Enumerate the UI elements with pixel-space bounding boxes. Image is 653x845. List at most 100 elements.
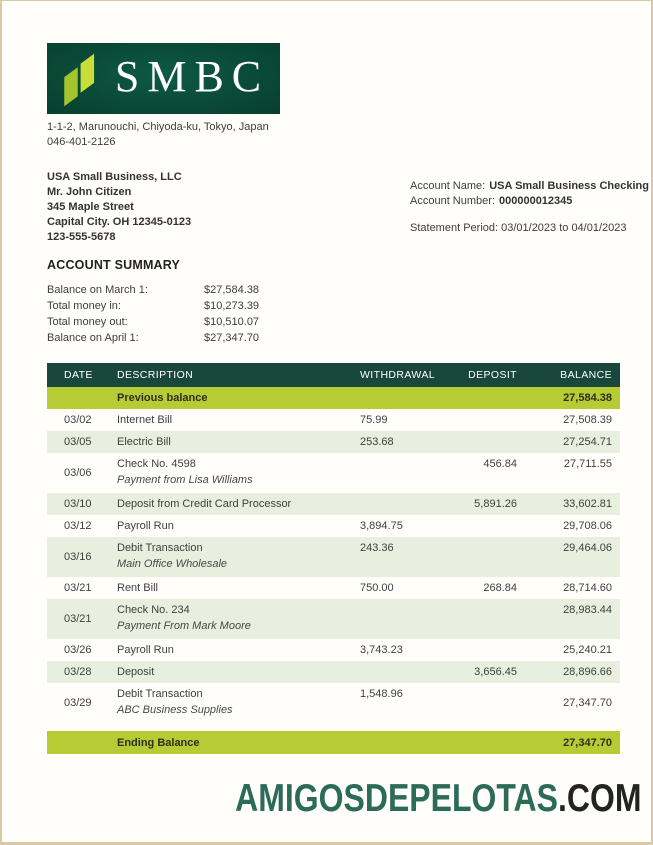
customer-company: USA Small Business, LLC — [47, 171, 182, 183]
cell-deposit — [437, 431, 517, 453]
cell-date: 03/10 — [64, 498, 92, 510]
table-row: 03/26 Payroll Run 3,743.23 25,240.21 — [47, 639, 620, 661]
cell-date: 03/26 — [64, 644, 92, 656]
bank-logo: SMBC — [47, 43, 280, 114]
cell-date: 03/12 — [64, 520, 92, 532]
cell-balance: 27,508.39 — [563, 414, 612, 426]
description-line1: Payroll Run — [117, 644, 174, 656]
summary-row: Total money in: $10,273.39 — [47, 298, 347, 314]
account-name-value: USA Small Business Checking — [489, 180, 649, 192]
description-line1: Debit Transaction — [117, 688, 203, 700]
cell-date: 03/05 — [64, 436, 92, 448]
cell-deposit — [437, 409, 517, 431]
summary-value: $27,347.70 — [204, 332, 260, 344]
description-line1: Payroll Run — [117, 520, 174, 532]
customer-name: Mr. John Citizen — [47, 186, 132, 198]
summary-row: Balance on April 1: $27,347.70 — [47, 330, 347, 346]
header-balance: BALANCE — [560, 369, 612, 381]
cell-withdrawal — [347, 453, 437, 493]
cell-description: Payroll Run — [107, 639, 347, 661]
cell-withdrawal: 243.36 — [360, 542, 394, 554]
table-row: 03/16 Debit Transaction Main Office Wholes… — [47, 537, 620, 577]
description-line1: Electric Bill — [117, 436, 171, 448]
cell-withdrawal: 1,548.96 — [360, 688, 403, 700]
cell-deposit: 456.84 — [483, 458, 517, 470]
cell-date: 03/16 — [64, 551, 92, 563]
cell-deposit: 3,656.45 — [474, 666, 517, 678]
previous-balance-label: Previous balance — [117, 392, 208, 404]
smbc-rising-mark-icon — [64, 53, 95, 107]
account-name-row: Account Name: USA Small Business Checking — [410, 179, 649, 194]
table-row: 03/10 Deposit from Credit Card Processor 5… — [47, 493, 620, 515]
cell-description: Check No. 234 Payment From Mark Moore — [107, 599, 347, 639]
bank-address-line: 1-1-2, Marunouchi, Chiyoda-ku, Tokyo, Ja… — [47, 121, 269, 133]
cell-withdrawal: 3,894.75 — [360, 520, 403, 532]
cell-description: Deposit — [107, 661, 347, 683]
cell-balance: 27,254.71 — [563, 436, 612, 448]
summary-label: Balance on March 1: — [47, 284, 148, 296]
bank-phone: 046-401-2126 — [47, 136, 116, 148]
ending-balance-row: Ending Balance 27,347.70 — [47, 731, 620, 754]
table-row: 03/28 Deposit 3,656.45 28,896.66 — [47, 661, 620, 683]
account-summary-table: Balance on March 1: $27,584.38 Total mon… — [47, 282, 347, 346]
cell-balance: 27,347.70 — [563, 697, 612, 709]
account-info-block: Account Name: USA Small Business Checking… — [410, 179, 649, 236]
cell-deposit — [437, 515, 517, 537]
cell-description: Check No. 4598 Payment from Lisa Williams — [107, 453, 347, 493]
cell-date: 03/21 — [64, 582, 92, 594]
summary-label: Total money out: — [47, 316, 128, 328]
cell-balance: 29,708.06 — [563, 520, 612, 532]
cell-description: Electric Bill — [107, 431, 347, 453]
cell-balance: 28,983.44 — [563, 604, 612, 616]
header-date: DATE — [64, 369, 93, 381]
account-number-value: 000000012345 — [498, 195, 573, 207]
cell-balance: 27,711.55 — [563, 458, 612, 470]
table-row: 03/21 Check No. 234 Payment From Mark Moor… — [47, 599, 620, 639]
description-line1: Check No. 4598 — [117, 458, 196, 470]
cell-date: 03/02 — [64, 414, 92, 426]
cell-withdrawal: 750.00 — [360, 582, 394, 594]
description-line1: Debit Transaction — [117, 542, 203, 554]
cell-deposit — [437, 639, 517, 661]
customer-phone: 123-555-5678 — [47, 231, 116, 243]
customer-street: 345 Maple Street — [47, 201, 134, 213]
table-row: 03/12 Payroll Run 3,894.75 29,708.06 — [47, 515, 620, 537]
cell-balance: 28,714.60 — [563, 582, 612, 594]
cell-balance: 25,240.21 — [563, 644, 612, 656]
account-summary-title: ACCOUNT SUMMARY — [47, 258, 181, 272]
summary-row: Total money out: $10,510.07 — [47, 314, 347, 330]
description-line2: ABC Business Supplies — [117, 704, 233, 716]
cell-date: 03/21 — [64, 613, 92, 625]
account-number-row: Account Number: 000000012345 — [410, 194, 649, 209]
description-line2: Main Office Wholesale — [117, 558, 228, 570]
customer-address-block: USA Small Business, LLC Mr. John Citizen… — [47, 170, 191, 245]
cell-description: Payroll Run — [107, 515, 347, 537]
cell-deposit: 268.84 — [483, 582, 517, 594]
description-line1: Deposit — [117, 666, 155, 678]
cell-deposit — [437, 537, 517, 577]
cell-withdrawal: 3,743.23 — [360, 644, 403, 656]
bank-address-block: 1-1-2, Marunouchi, Chiyoda-ku, Tokyo, Ja… — [47, 120, 269, 150]
cell-description: Internet Bill — [107, 409, 347, 431]
cell-withdrawal — [347, 493, 437, 515]
cell-description: Deposit from Credit Card Processor — [107, 493, 347, 515]
ending-balance-label: Ending Balance — [117, 736, 200, 749]
transaction-rows: 03/02 Internet Bill 75.99 27,508.39 03/05 Ele… — [47, 409, 620, 723]
previous-balance-row: Previous balance 27,584.38 — [47, 387, 620, 409]
watermark-name: AMIGOSDEPELOTAS — [234, 777, 558, 820]
header-withdrawal: WITHDRAWAL — [360, 369, 435, 381]
cell-description: Debit Transaction ABC Business Supplies — [107, 683, 347, 723]
cell-withdrawal — [347, 599, 437, 639]
table-row: 03/02 Internet Bill 75.99 27,508.39 — [47, 409, 620, 431]
cell-deposit: 5,891.26 — [474, 498, 517, 510]
cell-deposit — [437, 599, 517, 639]
watermark-tld: .COM — [557, 777, 641, 820]
cell-description: Rent Bill — [107, 577, 347, 599]
cell-withdrawal: 75.99 — [360, 414, 388, 426]
description-line1: Check No. 234 — [117, 604, 190, 616]
statement-period: Statement Period: 03/01/2023 to 04/01/20… — [410, 222, 627, 234]
account-number-label: Account Number: — [410, 195, 495, 207]
table-header-row: DATE DESCRIPTION WITHDRAWAL DEPOSIT BALA… — [47, 363, 620, 387]
transaction-table: DATE DESCRIPTION WITHDRAWAL DEPOSIT BALA… — [47, 363, 620, 754]
customer-city: Capital City. OH 12345-0123 — [47, 216, 192, 228]
